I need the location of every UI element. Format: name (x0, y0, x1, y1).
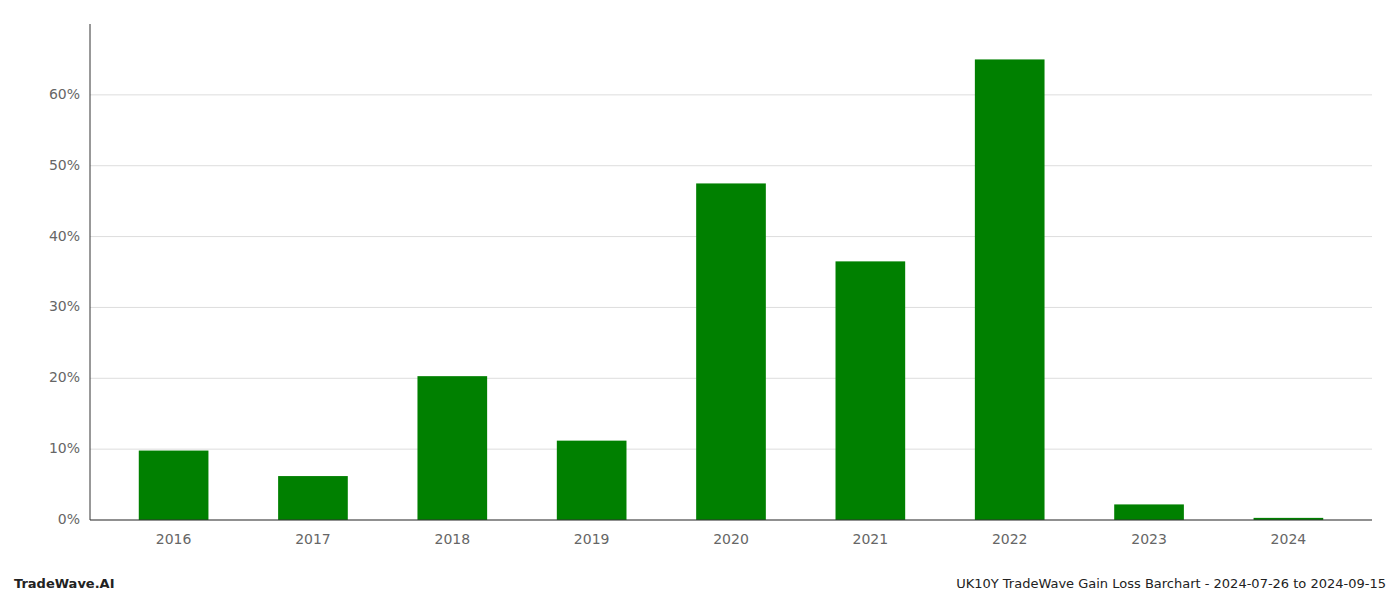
chart-container: 0% 10% 20% 30% 40% 50% 60% 2016 2017 2018 2019 2020… (0, 0, 1400, 600)
y-tick-label: 60% (49, 86, 80, 102)
y-tick-label: 30% (49, 298, 80, 314)
bar (696, 183, 766, 520)
grid-line (90, 520, 1372, 521)
bar (139, 451, 209, 520)
x-axis-line (90, 520, 1372, 521)
bar (1114, 504, 1184, 520)
x-tick-label: 2018 (434, 531, 470, 547)
chart: 0% 10% 20% 30% 40% 50% 60% 2016 2017 2018 2019 2020… (0, 0, 1400, 600)
y-tick-label: 10% (49, 440, 80, 456)
grid-line (90, 94, 1372, 95)
footer-annotation: TradeWave.AI (14, 576, 115, 591)
grid (90, 95, 1372, 520)
x-tick-label: 2024 (1271, 531, 1307, 547)
y-tick-label: 50% (49, 157, 80, 173)
x-axis: 2016 2017 2018 2019 2020 2021 2022 2023 2024 (156, 531, 1307, 547)
grid-line (90, 165, 1372, 166)
bar (557, 441, 627, 520)
y-axis-line (90, 24, 91, 520)
x-tick-label: 2021 (853, 531, 889, 547)
y-axis: 0% 10% 20% 30% 40% 50% 60% (49, 86, 80, 527)
bar (836, 261, 906, 520)
bars (139, 59, 1323, 520)
footer-annotation: UK10Y TradeWave Gain Loss Barchart - 202… (956, 576, 1386, 591)
bar (975, 59, 1045, 520)
x-tick-label: 2017 (295, 531, 331, 547)
bar (278, 476, 348, 520)
y-tick-label: 40% (49, 228, 80, 244)
x-tick-label: 2019 (574, 531, 610, 547)
x-tick-label: 2016 (156, 531, 192, 547)
x-tick-label: 2020 (713, 531, 749, 547)
page: {"chart_data": {"type": "bar", "categori… (0, 0, 1400, 600)
x-tick-label: 2023 (1131, 531, 1167, 547)
x-tick-label: 2022 (992, 531, 1028, 547)
y-tick-label: 20% (49, 369, 80, 385)
y-tick-label: 0% (58, 511, 80, 527)
bar (417, 376, 487, 520)
